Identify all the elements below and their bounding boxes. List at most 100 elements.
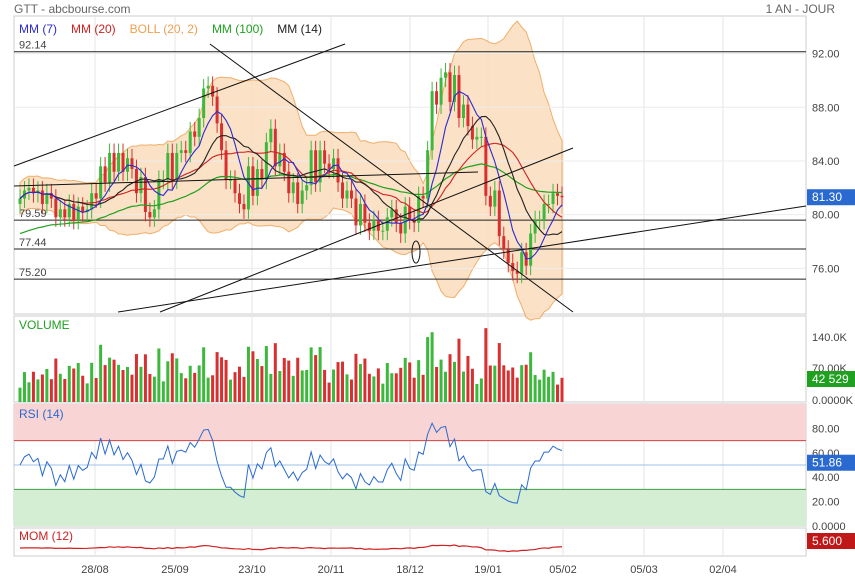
volume-bar (488, 365, 492, 402)
volume-bar (215, 352, 219, 402)
volume-bar (282, 357, 286, 402)
volume-bar (237, 366, 241, 402)
volume-bar (233, 372, 237, 402)
volume-bar (206, 377, 210, 402)
volume-bar (385, 363, 389, 402)
trend-line (209, 43, 574, 313)
candle-body (332, 158, 336, 170)
candle-body (18, 198, 22, 204)
candle-body (341, 182, 345, 199)
candle-body (58, 209, 62, 218)
volume-bar (560, 377, 564, 402)
volume-bar (390, 373, 394, 402)
volume-bar (408, 362, 412, 402)
rsi-tick: 0.0000 (812, 521, 846, 533)
volume-bar (421, 374, 425, 402)
candle-body (246, 166, 250, 210)
volume-bar (175, 358, 179, 402)
volume-bar (484, 328, 488, 402)
candle-body (457, 75, 461, 119)
legend-entry: MM (100) (212, 22, 263, 36)
candle-body (520, 252, 524, 274)
candle-body (143, 177, 147, 212)
x-tick-label: 05/02 (549, 564, 577, 576)
volume-bar (475, 383, 479, 402)
volume-bar (264, 346, 268, 402)
candle-body (452, 75, 456, 102)
volume-bar (72, 368, 76, 402)
volume-bar (99, 344, 103, 402)
volume-bar (399, 367, 403, 402)
volume-bar (49, 379, 53, 402)
rsi-title: RSI (14) (19, 407, 64, 421)
candle-body (439, 77, 443, 105)
volume-bar (126, 367, 130, 402)
volume-bar (363, 358, 367, 402)
volume-bar (376, 368, 380, 402)
volume-bar (211, 375, 215, 402)
candle-body (90, 193, 94, 210)
volume-bar (139, 366, 143, 402)
volume-bar (417, 360, 421, 402)
volume-bar (439, 359, 443, 402)
candle-body (130, 158, 134, 170)
candle-body (40, 190, 44, 204)
candle-body (354, 198, 358, 226)
volume-bar (246, 346, 250, 402)
volume-bar (22, 372, 26, 402)
candle-body (358, 203, 362, 226)
volume-bar (349, 379, 353, 402)
volume-bar (81, 375, 85, 402)
candle-body (264, 142, 268, 180)
volume-bar (287, 360, 291, 402)
candle-body (479, 136, 483, 138)
volume-bar (193, 372, 197, 402)
candle-body (542, 203, 546, 221)
volume-bar (511, 367, 515, 402)
volume-bar (273, 343, 277, 402)
candle-body (390, 209, 394, 218)
level-label: 75.20 (19, 267, 47, 279)
volume-bar (426, 337, 430, 402)
candle-body (529, 233, 533, 266)
volume-bar (341, 361, 345, 402)
volume-bar (524, 364, 528, 402)
volume-bar (134, 354, 138, 402)
volume-bar (157, 348, 161, 402)
candle-body (470, 126, 474, 140)
candle-body (403, 206, 407, 234)
x-tick-label: 23/10 (238, 564, 266, 576)
candle-body (345, 190, 349, 199)
volume-bar (327, 382, 331, 402)
volume-bar (372, 376, 376, 402)
candle-body (179, 150, 183, 153)
volume-bar (103, 365, 107, 402)
legend-entry: MM (7) (19, 22, 57, 36)
x-tick-label: 18/12 (396, 564, 424, 576)
volume-bar (117, 364, 121, 402)
y-tick-label: 88.00 (812, 102, 840, 114)
candle-body (188, 131, 192, 153)
rsi-badge (807, 454, 855, 471)
volume-bar (188, 365, 192, 402)
period-label[interactable]: 1 AN - JOUR (765, 2, 835, 16)
volume-bar (121, 370, 125, 402)
volume-bar (202, 347, 206, 402)
volume-bar (296, 357, 300, 402)
candle-body (394, 209, 398, 223)
candle-body (117, 152, 121, 172)
candle-body (547, 203, 551, 205)
candle-body (367, 222, 371, 231)
candle-body (237, 193, 241, 204)
volume-bar (305, 370, 309, 402)
volume-bar (461, 371, 465, 402)
trend-line (117, 205, 807, 313)
level-label: 79.59 (19, 208, 47, 220)
candle-body (296, 182, 300, 204)
volume-bar (309, 347, 313, 402)
volume-bar (533, 375, 537, 402)
level-label: 92.14 (19, 40, 47, 52)
rsi-tick: 20.00 (812, 497, 840, 509)
candle-body (67, 203, 71, 218)
candle-body (269, 128, 273, 143)
